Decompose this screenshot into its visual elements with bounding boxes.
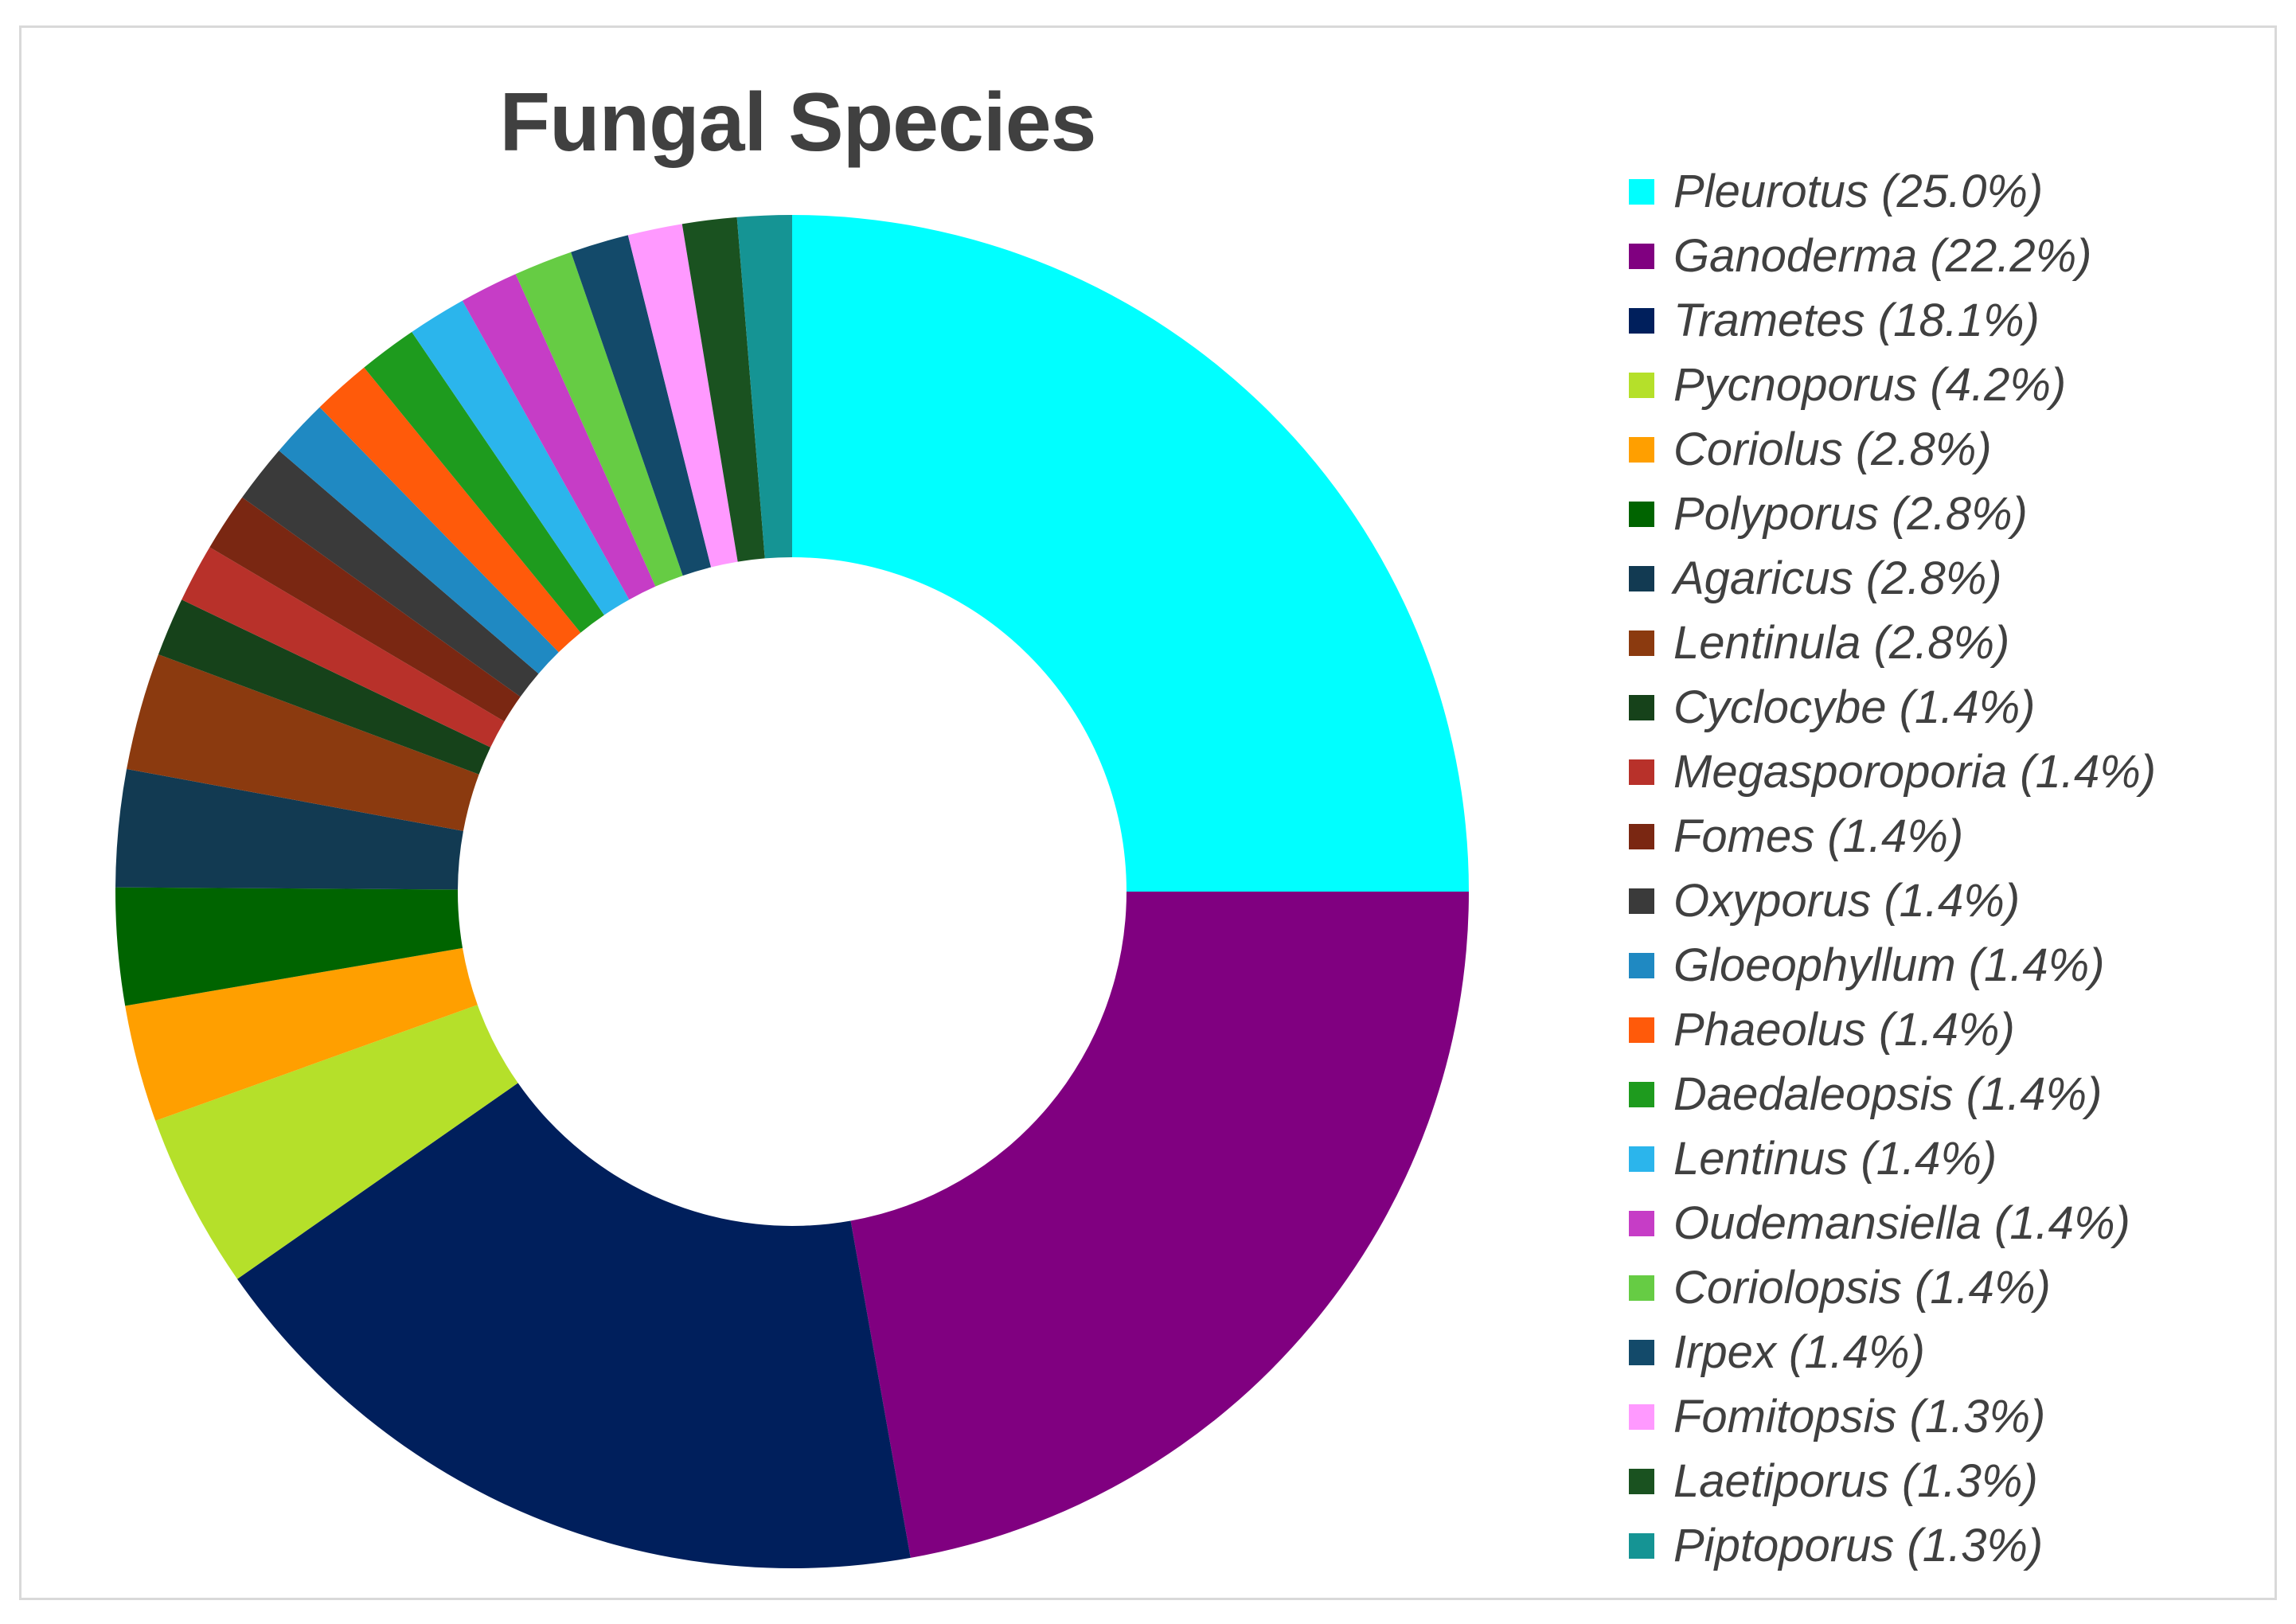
donut-slice — [462, 274, 656, 600]
donut-slice — [850, 892, 1469, 1558]
donut-slice — [209, 497, 521, 722]
legend-item: Irpex (1.4%) — [1629, 1320, 2156, 1384]
legend-item: Gloeophyllum (1.4%) — [1629, 933, 2156, 997]
legend-swatch — [1629, 501, 1654, 527]
legend-swatch — [1629, 372, 1654, 398]
legend-swatch — [1629, 759, 1654, 785]
legend-label: Pleurotus (25.0%) — [1673, 166, 2044, 217]
legend-item: Fomes (1.4%) — [1629, 804, 2156, 869]
legend-item: Phaeolus (1.4%) — [1629, 997, 2156, 1062]
legend-label: Lentinula (2.8%) — [1673, 617, 2010, 669]
legend-item: Lentinus (1.4%) — [1629, 1126, 2156, 1191]
legend-item: Trametes (18.1%) — [1629, 288, 2156, 353]
legend-item: Polyporus (2.8%) — [1629, 482, 2156, 546]
legend-item: Lentinula (2.8%) — [1629, 611, 2156, 675]
legend-swatch — [1629, 1468, 1654, 1494]
legend-swatch — [1629, 952, 1654, 978]
chart-legend: Pleurotus (25.0%) Ganoderma (22.2%) Tramet… — [1629, 159, 2156, 1578]
legend-swatch — [1629, 436, 1654, 463]
legend-item: Laetiporus (1.3%) — [1629, 1449, 2156, 1513]
donut-slice — [158, 599, 491, 775]
chart-title: Fungal Species — [499, 76, 1097, 169]
legend-label: Phaeolus (1.4%) — [1673, 1004, 2015, 1056]
donut-slice — [515, 252, 683, 587]
donut-slice — [792, 215, 1469, 892]
legend-label: Daedaleopsis (1.4%) — [1673, 1068, 2103, 1120]
donut-slice — [115, 768, 463, 890]
donut-slice — [279, 407, 559, 674]
legend-label: Megasporoporia (1.4%) — [1673, 746, 2157, 798]
legend-swatch — [1629, 1403, 1654, 1430]
legend-swatch — [1629, 1275, 1654, 1301]
legend-label: Polyporus (2.8%) — [1673, 488, 2028, 540]
legend-label: Fomes (1.4%) — [1673, 810, 1964, 862]
donut-slice — [155, 1005, 518, 1279]
legend-swatch — [1629, 888, 1654, 914]
legend-item: Coriolopsis (1.4%) — [1629, 1255, 2156, 1320]
legend-item: Oudemansiella (1.4%) — [1629, 1191, 2156, 1255]
legend-label: Gloeophyllum (1.4%) — [1673, 939, 2105, 991]
donut-slice — [115, 887, 463, 1006]
legend-swatch — [1629, 1017, 1654, 1043]
legend-item: Pleurotus (25.0%) — [1629, 159, 2156, 224]
legend-label: Laetiporus (1.3%) — [1673, 1455, 2038, 1507]
legend-item: Ganoderma (22.2%) — [1629, 224, 2156, 288]
legend-swatch — [1629, 243, 1654, 269]
donut-slice — [412, 300, 630, 615]
donut-slice — [242, 450, 539, 697]
legend-item: Fomitopsis (1.3%) — [1629, 1384, 2156, 1449]
legend-label: Piptoporus (1.3%) — [1673, 1520, 2044, 1571]
donut-slice — [736, 215, 792, 559]
legend-swatch — [1629, 630, 1654, 656]
legend-label: Coriolus (2.8%) — [1673, 424, 1992, 475]
legend-item: Oxyporus (1.4%) — [1629, 869, 2156, 933]
legend-label: Irpex (1.4%) — [1673, 1326, 1925, 1378]
donut-slice — [681, 217, 765, 562]
donut-slice — [319, 367, 581, 653]
legend-label: Trametes (18.1%) — [1673, 295, 2040, 346]
legend-label: Ganoderma (22.2%) — [1673, 230, 2092, 282]
legend-item: Cyclocybe (1.4%) — [1629, 675, 2156, 740]
legend-item: Agaricus (2.8%) — [1629, 546, 2156, 611]
donut-slice — [182, 547, 505, 748]
legend-item: Piptoporus (1.3%) — [1629, 1513, 2156, 1578]
donut-slice — [627, 224, 738, 568]
legend-swatch — [1629, 1210, 1654, 1236]
legend-swatch — [1629, 1081, 1654, 1107]
legend-label: Lentinus (1.4%) — [1673, 1133, 1997, 1185]
legend-swatch — [1629, 307, 1654, 334]
legend-label: Coriolopsis (1.4%) — [1673, 1262, 2051, 1314]
legend-swatch — [1629, 565, 1654, 591]
legend-swatch — [1629, 1146, 1654, 1172]
legend-item: Pycnoporus (4.2%) — [1629, 353, 2156, 417]
donut-slice — [125, 947, 478, 1121]
legend-swatch — [1629, 694, 1654, 720]
legend-swatch — [1629, 1532, 1654, 1559]
legend-label: Oudemansiella (1.4%) — [1673, 1197, 2130, 1249]
donut-slice — [571, 235, 712, 576]
legend-item: Daedaleopsis (1.4%) — [1629, 1062, 2156, 1126]
legend-label: Fomitopsis (1.3%) — [1673, 1391, 2046, 1442]
legend-label: Agaricus (2.8%) — [1673, 552, 2002, 604]
legend-label: Pycnoporus (4.2%) — [1673, 359, 2067, 411]
legend-label: Oxyporus (1.4%) — [1673, 875, 2021, 927]
donut-slice — [237, 1083, 911, 1568]
donut-slice — [127, 654, 479, 831]
legend-item: Coriolus (2.8%) — [1629, 417, 2156, 482]
legend-item: Megasporoporia (1.4%) — [1629, 740, 2156, 804]
donut-slice — [364, 331, 604, 633]
legend-swatch — [1629, 1339, 1654, 1365]
legend-swatch — [1629, 823, 1654, 849]
legend-label: Cyclocybe (1.4%) — [1673, 681, 2036, 733]
legend-swatch — [1629, 178, 1654, 205]
